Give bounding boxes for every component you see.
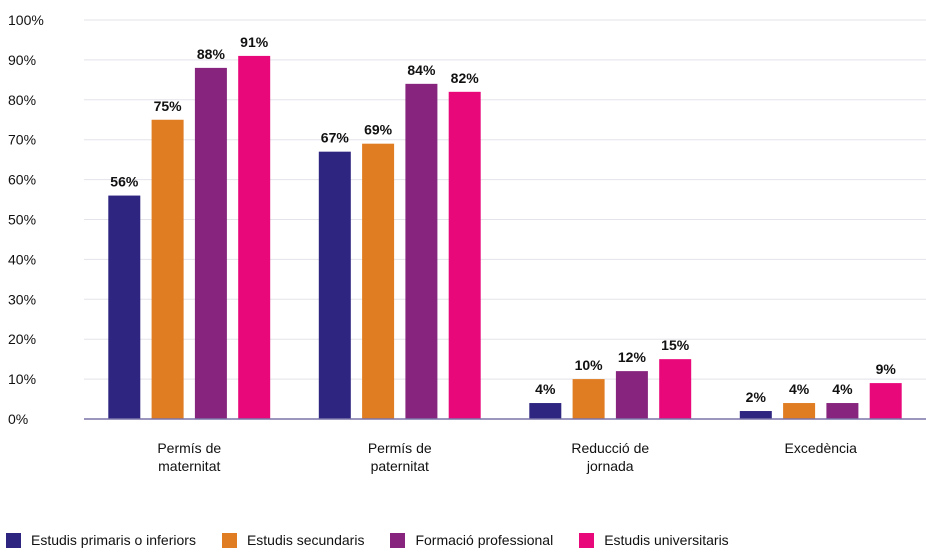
- bar: [405, 83, 438, 419]
- data-label: 67%: [321, 130, 350, 146]
- y-tick-label: 30%: [8, 291, 36, 307]
- bar: [739, 411, 772, 419]
- category-label: Reducció de: [571, 440, 649, 456]
- bar: [448, 91, 481, 419]
- bar: [238, 55, 271, 419]
- data-label: 82%: [451, 70, 480, 86]
- data-label: 4%: [535, 381, 556, 397]
- category-label: maternitat: [158, 458, 220, 474]
- legend-label: Estudis secundaris: [246, 532, 365, 548]
- category-label: Permís de: [368, 440, 432, 456]
- x-axis-categories: Permís de maternitat Permís de paternitat Re…: [157, 440, 857, 474]
- category-label: paternitat: [371, 458, 429, 474]
- category-label: Permís de: [157, 440, 221, 456]
- data-label: 12%: [618, 349, 647, 365]
- y-tick-label: 80%: [8, 92, 36, 108]
- data-labels: 56% 75% 88% 91% 67% 69% 84% 82% 4% 10% 12% 15% 2% 4% 4…: [110, 34, 896, 405]
- legend-swatch: [390, 532, 406, 548]
- y-tick-label: 10%: [8, 371, 36, 387]
- legend-item: Formació professional: [390, 532, 553, 548]
- y-tick-label: 60%: [8, 172, 36, 188]
- bar-chart: 0% 10% 20% 30% 40% 50% 60% 70% 80% 90% 100% 56% 75%…: [8, 12, 926, 474]
- y-tick-label: 0%: [8, 411, 28, 427]
- bar: [615, 371, 648, 419]
- legend-label: Estudis primaris o inferiors: [31, 532, 196, 548]
- data-label: 88%: [197, 46, 226, 62]
- legend-item: Estudis secundaris: [221, 532, 365, 548]
- bar: [659, 359, 692, 419]
- y-tick-label: 100%: [8, 12, 44, 28]
- bar: [783, 403, 816, 419]
- y-tick-label: 40%: [8, 251, 36, 267]
- y-tick-label: 70%: [8, 132, 36, 148]
- bar: [826, 403, 859, 419]
- data-label: 56%: [110, 174, 139, 190]
- data-label: 69%: [364, 122, 393, 138]
- data-label: 75%: [154, 98, 183, 114]
- y-tick-label: 90%: [8, 52, 36, 68]
- y-tick-label: 20%: [8, 331, 36, 347]
- bar: [529, 403, 562, 419]
- y-tick-label: 50%: [8, 212, 36, 228]
- legend-swatch: [221, 532, 237, 548]
- bar: [194, 67, 227, 419]
- data-label: 84%: [407, 62, 436, 78]
- bar: [108, 195, 141, 419]
- legend-item: Estudis primaris o inferiors: [6, 532, 196, 548]
- bar: [362, 143, 395, 419]
- legend-label: Estudis universitaris: [604, 532, 729, 548]
- data-label: 15%: [661, 337, 690, 353]
- y-axis-ticks: 0% 10% 20% 30% 40% 50% 60% 70% 80% 90% 100%: [8, 12, 44, 427]
- category-label: Excedència: [785, 440, 858, 456]
- data-label: 9%: [876, 361, 897, 377]
- legend-swatch: [579, 532, 595, 548]
- legend: Estudis primaris o inferiors Estudis secu…: [6, 532, 755, 548]
- legend-item: Estudis universitaris: [579, 532, 729, 548]
- data-label: 91%: [240, 34, 269, 50]
- bar: [869, 383, 902, 419]
- legend-label: Formació professional: [415, 532, 554, 548]
- category-label: jornada: [586, 458, 634, 474]
- bar: [151, 119, 184, 419]
- bar: [318, 151, 351, 420]
- data-label: 4%: [832, 381, 853, 397]
- data-label: 10%: [575, 357, 604, 373]
- data-label: 2%: [746, 389, 767, 405]
- legend-swatch: [6, 532, 21, 548]
- bars: [108, 55, 902, 420]
- data-label: 4%: [789, 381, 810, 397]
- bar: [572, 379, 605, 419]
